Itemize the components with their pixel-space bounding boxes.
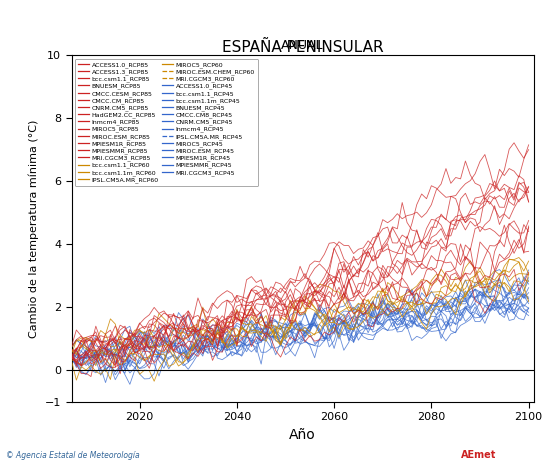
Text: ANUAL: ANUAL — [281, 39, 324, 52]
X-axis label: Año: Año — [289, 428, 316, 442]
Text: AEmet: AEmet — [461, 450, 496, 460]
Legend: ACCESS1.0_RCP85, ACCESS1.3_RCP85, bcc.csm1.1_RCP85, BNUESM_RCP85, CMCC.CESM_RCP8: ACCESS1.0_RCP85, ACCESS1.3_RCP85, bcc.cs… — [75, 59, 258, 186]
Y-axis label: Cambio de la temperatura mínima (°C): Cambio de la temperatura mínima (°C) — [29, 120, 39, 338]
Text: © Agencia Estatal de Meteorología: © Agencia Estatal de Meteorología — [6, 451, 139, 460]
Title: ESPAÑA PENINSULAR: ESPAÑA PENINSULAR — [222, 40, 383, 55]
